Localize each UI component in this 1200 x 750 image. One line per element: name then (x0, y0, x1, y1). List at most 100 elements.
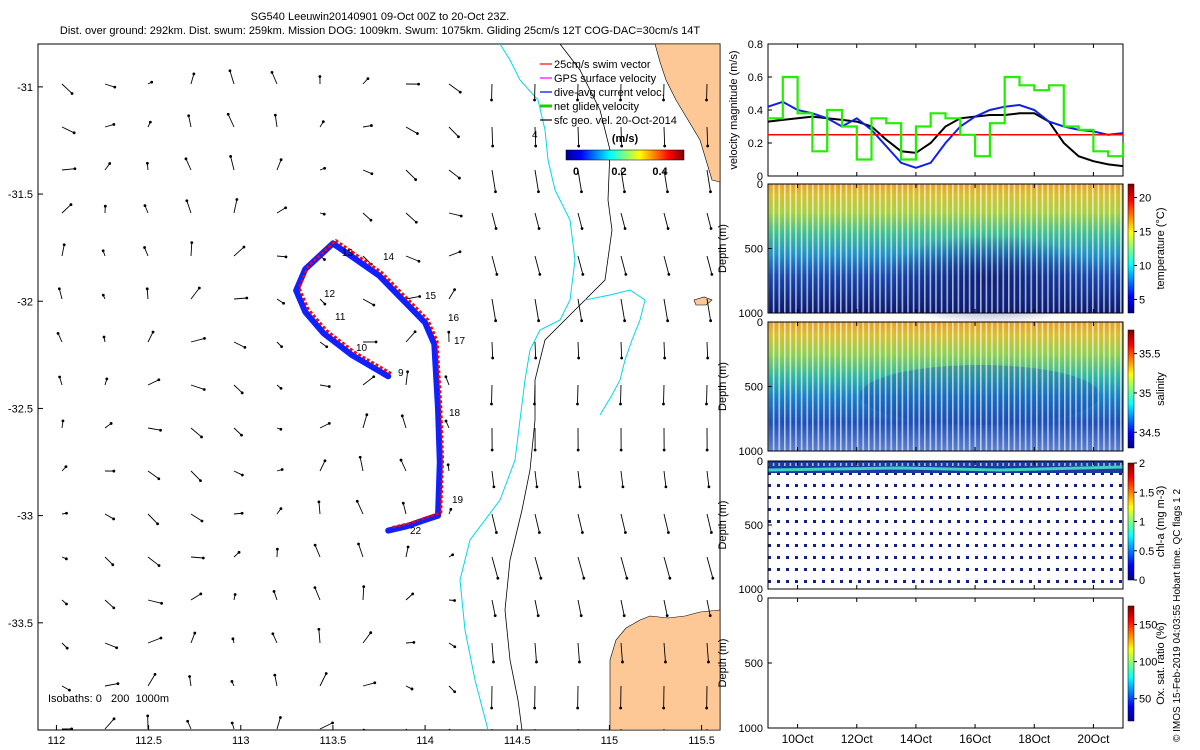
geo-velocity-arrow (405, 592, 415, 601)
geo-velocity-arrow (233, 593, 237, 601)
map-frame (37, 43, 721, 731)
geo-velocity-arrow (147, 672, 157, 687)
legend-entry-2: dive-avg current veloc. (540, 87, 665, 99)
geo-velocity-arrow (663, 599, 669, 618)
geo-velocity-arrow (576, 384, 579, 406)
geo-velocity-arrow (231, 637, 235, 644)
geo-velocity-arrow (276, 341, 284, 349)
geo-velocity-arrow (362, 728, 368, 730)
geo-velocity-arrow (663, 470, 668, 489)
geo-velocity-arrow (104, 377, 109, 386)
geo-velocity-arrow (577, 126, 581, 148)
geo-velocity-arrow (270, 70, 278, 85)
geo-velocity-arrow (619, 83, 622, 102)
colorbar-tick-label: 10 (1139, 260, 1151, 272)
geo-velocity-arrow (190, 337, 206, 343)
legend-label: net glider velocity (554, 101, 639, 113)
isobath-1000m (504, 44, 613, 730)
geo-velocity-arrow (705, 384, 708, 406)
geo-velocity-arrow (620, 298, 627, 323)
depth-tick-label: 500 (745, 382, 763, 394)
colorbar-tick-label: 15 (1139, 227, 1151, 239)
geo-velocity-arrow (190, 384, 206, 391)
geo-velocity-arrow (620, 556, 629, 580)
geo-velocity-arrow (448, 126, 460, 139)
geo-velocity-arrow (534, 642, 538, 664)
map-xtick-label: 112.5 (135, 735, 162, 747)
depth-tick-label: 1000 (739, 446, 763, 458)
dive-label-9: 9 (398, 368, 404, 379)
geo-velocity-arrow (620, 642, 624, 664)
geo-velocity-arrow (620, 470, 625, 489)
colorbar-tick-label: 1.5 (1139, 487, 1154, 499)
colorbar-label: salinity (1155, 372, 1167, 406)
section-colorbar (1127, 183, 1135, 314)
geo-velocity-arrow (61, 167, 77, 171)
geo-velocity-arrow (706, 470, 711, 489)
map-xtick-label: 113 (232, 735, 250, 747)
geo-velocity-arrow (190, 427, 203, 439)
geo-velocity-arrow (103, 204, 107, 214)
geo-velocity-arrow (448, 642, 457, 649)
geo-velocity-arrow (534, 599, 540, 618)
geo-velocity-arrow (401, 501, 407, 515)
geo-velocity-arrow (226, 112, 235, 128)
land-south-icon (609, 609, 720, 730)
geo-velocity-arrow (448, 599, 456, 602)
geo-velocity-arrow (444, 419, 450, 429)
temperature-section (767, 183, 1124, 325)
geo-velocity-arrow (577, 728, 579, 730)
geo-velocity-arrow (229, 155, 235, 171)
geo-velocity-arrow (405, 82, 420, 86)
map-ytick-label: -32 (17, 296, 33, 308)
geo-velocity-arrow (147, 556, 161, 567)
geo-velocity-arrow (58, 375, 63, 386)
geo-velocity-arrow (143, 204, 149, 214)
depth-tick-label: 0 (757, 179, 763, 191)
geo-velocity-arrow (233, 550, 241, 558)
geo-velocity-arrow (491, 126, 495, 148)
dive-label-10: 10 (356, 343, 368, 354)
geo-velocity-arrow (317, 627, 321, 644)
geo-velocity-arrow (357, 542, 364, 558)
geo-velocity-arrow (145, 161, 149, 171)
geo-velocity-arrow (405, 212, 418, 224)
geo-velocity-arrow (276, 427, 283, 431)
geo-velocity-arrow (276, 158, 283, 171)
geo-velocity-arrow (534, 470, 539, 489)
map-xtick-label: 114 (416, 735, 434, 747)
geo-velocity-arrow (230, 721, 235, 730)
geo-velocity-arrow (576, 83, 579, 102)
geo-velocity-arrow (233, 245, 246, 257)
legend-label: dive-avg current veloc. (554, 87, 665, 99)
geo-velocity-arrow (190, 556, 205, 560)
geo-velocity-arrow (491, 642, 495, 664)
geo-velocity-arrow (490, 83, 493, 102)
geo-velocity-arrow (362, 413, 369, 429)
geo-velocity-arrow (663, 642, 667, 664)
geo-velocity-arrow (399, 458, 407, 472)
geo-velocity-arrow (61, 465, 68, 472)
geo-velocity-arrow (577, 169, 583, 194)
geo-velocity-arrow (491, 513, 498, 534)
geo-velocity-arrow (104, 642, 119, 650)
geo-velocity-arrow (362, 298, 376, 307)
map-ytick-label: -32.5 (8, 403, 33, 415)
geo-velocity-arrow (230, 680, 235, 687)
colorbar-tick-0: 0 (573, 166, 579, 178)
geo-velocity-arrow (271, 632, 278, 644)
colorbar-tick-label: 1 (1139, 517, 1145, 529)
geo-velocity-arrow (190, 592, 203, 601)
geo-velocity-arrow (405, 169, 418, 181)
geo-velocity-arrow (577, 556, 586, 580)
isobaths-label: Isobaths: 0 200 1000m (48, 693, 169, 705)
geo-velocity-arrow (61, 727, 74, 730)
legend-entry-1: GPS surface velocity (540, 73, 657, 85)
geo-velocity-arrow (233, 198, 239, 214)
geo-velocity-arrow (319, 459, 327, 472)
geo-velocity-arrow (448, 507, 453, 515)
dive-number-labels: 4 9 10 11 12 13 14 15 16 17 18 19 22 (324, 130, 538, 537)
geo-velocity-arrow (233, 427, 243, 437)
geo-velocity-arrow (61, 243, 66, 257)
geo-velocity-arrow (362, 212, 373, 222)
